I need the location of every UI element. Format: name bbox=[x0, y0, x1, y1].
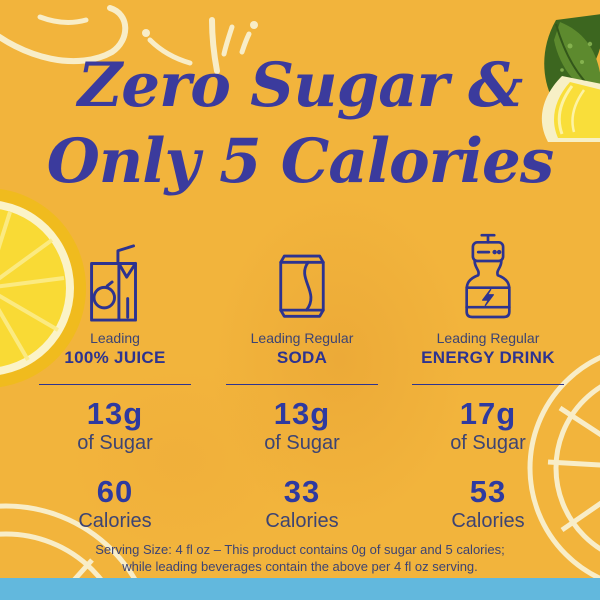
category-name: ENERGY DRINK bbox=[421, 348, 555, 367]
comparison-column-energy-drink: Leading Regular ENERGY DRINK 17g of Suga… bbox=[400, 230, 576, 533]
divider bbox=[412, 384, 564, 385]
background-photo-tint bbox=[210, 190, 470, 530]
headline-line-1: Zero Sugar & bbox=[77, 50, 523, 121]
calories-value: 33 bbox=[283, 474, 321, 509]
sugar-unit: of Sugar bbox=[450, 432, 526, 454]
sugar-value: 17g bbox=[459, 396, 517, 431]
calories-value: 53 bbox=[469, 474, 507, 509]
footnote-line-1: Serving Size: 4 fl oz – This product con… bbox=[95, 542, 505, 557]
doodle-dot-icon bbox=[142, 29, 150, 37]
headline-line-2: Only 5 Calories bbox=[46, 126, 554, 197]
category-label: Leading Regular bbox=[436, 330, 540, 346]
sugar-unit: of Sugar bbox=[264, 432, 340, 454]
footnote-line-2: while leading beverages contain the abov… bbox=[122, 559, 478, 574]
divider bbox=[226, 384, 378, 385]
sparkle-dot-icon bbox=[250, 21, 258, 29]
sugar-value: 13g bbox=[86, 396, 144, 431]
calories-unit: Calories bbox=[451, 510, 525, 532]
comparison-column-juice: Leading 100% JUICE 13g of Sugar 60 Calor… bbox=[27, 230, 203, 533]
category-name: 100% JUICE bbox=[64, 348, 166, 367]
divider bbox=[39, 384, 191, 385]
comparison-column-soda: Leading Regular SODA 13g of Sugar 33 Cal… bbox=[214, 230, 390, 533]
energy-bottle-icon bbox=[400, 230, 576, 324]
calories-unit: Calories bbox=[78, 510, 152, 532]
sugar-unit: of Sugar bbox=[77, 432, 153, 454]
calories-value: 60 bbox=[96, 474, 134, 509]
soda-can-icon bbox=[214, 230, 390, 324]
headline: Zero Sugar & Only 5 Calories bbox=[0, 48, 600, 200]
sugar-value: 13g bbox=[273, 396, 331, 431]
juice-box-icon bbox=[27, 230, 203, 324]
bottom-accent-bar bbox=[0, 578, 600, 600]
calories-unit: Calories bbox=[265, 510, 339, 532]
category-label: Leading Regular bbox=[250, 330, 354, 346]
category-label: Leading bbox=[90, 330, 140, 346]
category-name: SODA bbox=[276, 348, 328, 367]
serving-size-footnote: Serving Size: 4 fl oz – This product con… bbox=[0, 541, 600, 575]
